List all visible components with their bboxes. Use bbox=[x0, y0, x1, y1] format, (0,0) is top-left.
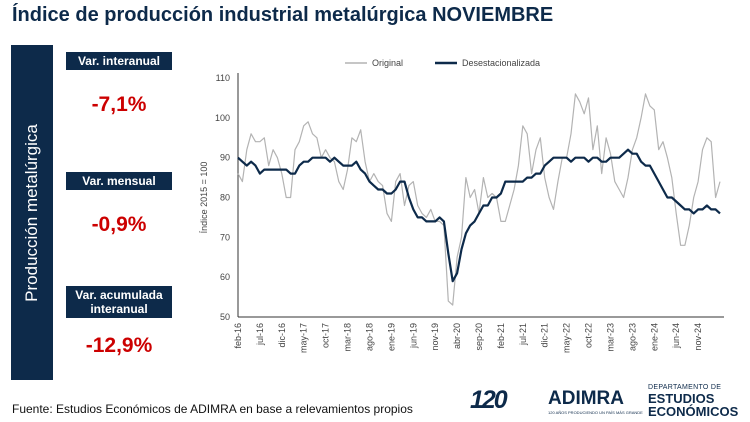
y-tick-label: 100 bbox=[215, 113, 230, 123]
metric-value-acumulada: -12,9% bbox=[85, 334, 153, 357]
x-tick-label: may-22 bbox=[562, 323, 572, 353]
x-tick-label: ene-24 bbox=[649, 323, 659, 351]
x-tick-label: jul-16 bbox=[255, 323, 265, 346]
y-tick-label: 80 bbox=[220, 193, 230, 203]
dept-name-line2: ECONÓMICOS bbox=[648, 404, 739, 419]
x-tick-label: may-17 bbox=[299, 323, 309, 353]
page-title: Índice de producción industrial metalúrg… bbox=[12, 4, 554, 26]
metric-label-mensual: Var. mensual bbox=[66, 172, 172, 190]
series-line-original bbox=[237, 93, 721, 306]
dept-name: ESTUDIOS ECONÓMICOS bbox=[648, 392, 738, 418]
x-tick-label: ago-18 bbox=[364, 323, 374, 351]
x-tick-label: nov-19 bbox=[430, 323, 440, 351]
x-tick-label: oct-22 bbox=[584, 323, 594, 348]
x-tick-label: mar-18 bbox=[343, 323, 353, 352]
dept-label: DEPARTAMENTO DE bbox=[648, 384, 722, 391]
metric-value-interanual: -7,1% bbox=[91, 93, 147, 116]
x-tick-label: mar-23 bbox=[605, 323, 615, 352]
legend-label-desestacionalizada: Desestacionalizada bbox=[462, 58, 540, 68]
x-tick-label: jun-19 bbox=[408, 323, 418, 349]
adimra-tagline: 120 AÑOS PRODUCIENDO UN PAÍS MÁS GRANDE bbox=[548, 410, 643, 415]
x-tick-label: sep-20 bbox=[474, 323, 484, 351]
line-chart: 50 60 70 80 90 100 110 Índice 2015 = 100 feb-16 j… bbox=[199, 58, 724, 353]
side-panel: Producción metalúrgica bbox=[11, 45, 53, 380]
y-tick-label: 50 bbox=[220, 312, 230, 322]
legend-label-original: Original bbox=[372, 58, 403, 68]
x-tick-label: feb-16 bbox=[233, 323, 243, 349]
x-tick-label: feb-21 bbox=[496, 323, 506, 349]
y-tick-label: 90 bbox=[220, 153, 230, 163]
metric-value-mensual: -0,9% bbox=[91, 213, 147, 236]
y-tick-label: 110 bbox=[216, 73, 230, 83]
source-note: Fuente: Estudios Económicos de ADIMRA en… bbox=[12, 402, 413, 416]
y-axis-label: Índice 2015 = 100 bbox=[199, 162, 209, 234]
side-label: Producción metalúrgica bbox=[22, 123, 41, 302]
metric-label-interanual: Var. interanual bbox=[66, 52, 172, 70]
x-tick-label: nov-24 bbox=[693, 323, 703, 351]
y-tick-label: 60 bbox=[220, 272, 230, 282]
x-tick-label: dic-16 bbox=[277, 323, 287, 348]
dept-name-line1: ESTUDIOS bbox=[648, 391, 715, 406]
x-tick-label: jul-21 bbox=[518, 323, 528, 346]
x-tick-label: abr-20 bbox=[452, 323, 462, 349]
y-tick-label: 70 bbox=[220, 232, 230, 242]
x-tick-label: ago-23 bbox=[627, 323, 637, 351]
anniversary-logo: 120 bbox=[470, 386, 508, 414]
series-line-desestacionalizada bbox=[237, 148, 721, 283]
x-tick-label: jun-24 bbox=[671, 323, 681, 349]
metric-label-acumulada: Var. acumulada interanual bbox=[66, 286, 172, 318]
x-tick-label: ene-19 bbox=[386, 323, 396, 351]
adimra-logo: ADIMRA bbox=[548, 388, 624, 409]
x-tick-label: oct-17 bbox=[321, 323, 331, 348]
x-tick-label: dic-21 bbox=[540, 323, 550, 348]
